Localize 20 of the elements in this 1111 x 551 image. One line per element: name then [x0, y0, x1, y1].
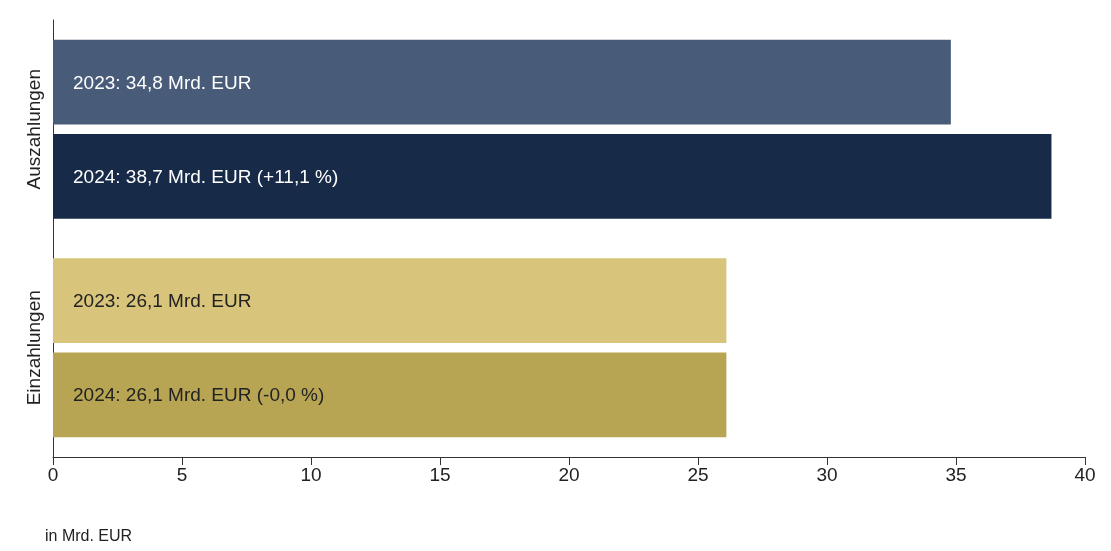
x-tick-label: 35	[945, 464, 967, 485]
x-tick-label: 15	[429, 464, 451, 485]
x-axis-title: in Mrd. EUR	[45, 526, 133, 544]
bar	[53, 352, 727, 438]
x-tick-label: 20	[558, 464, 580, 485]
x-tick-label: 10	[300, 464, 322, 485]
x-tick-label: 25	[687, 464, 709, 485]
y-tick-label: Einzahlungen	[23, 290, 44, 406]
bar	[53, 39, 951, 125]
y-tick-label: Auszahlungen	[23, 69, 44, 190]
x-tick-label: 0	[47, 464, 59, 485]
data-label: 2023: 34,8 Mrd. EUR	[73, 71, 252, 93]
x-tick-label: 5	[176, 464, 188, 485]
bar	[53, 133, 1052, 219]
x-tick-label: 30	[816, 464, 838, 485]
data-label: 2023: 26,1 Mrd. EUR	[73, 290, 252, 312]
data-label: 2024: 38,7 Mrd. EUR (+11,1 %)	[73, 165, 339, 187]
bar	[53, 258, 727, 344]
x-tick-label: 40	[1074, 464, 1096, 485]
data-label: 2024: 26,1 Mrd. EUR (-0,0 %)	[73, 384, 325, 406]
